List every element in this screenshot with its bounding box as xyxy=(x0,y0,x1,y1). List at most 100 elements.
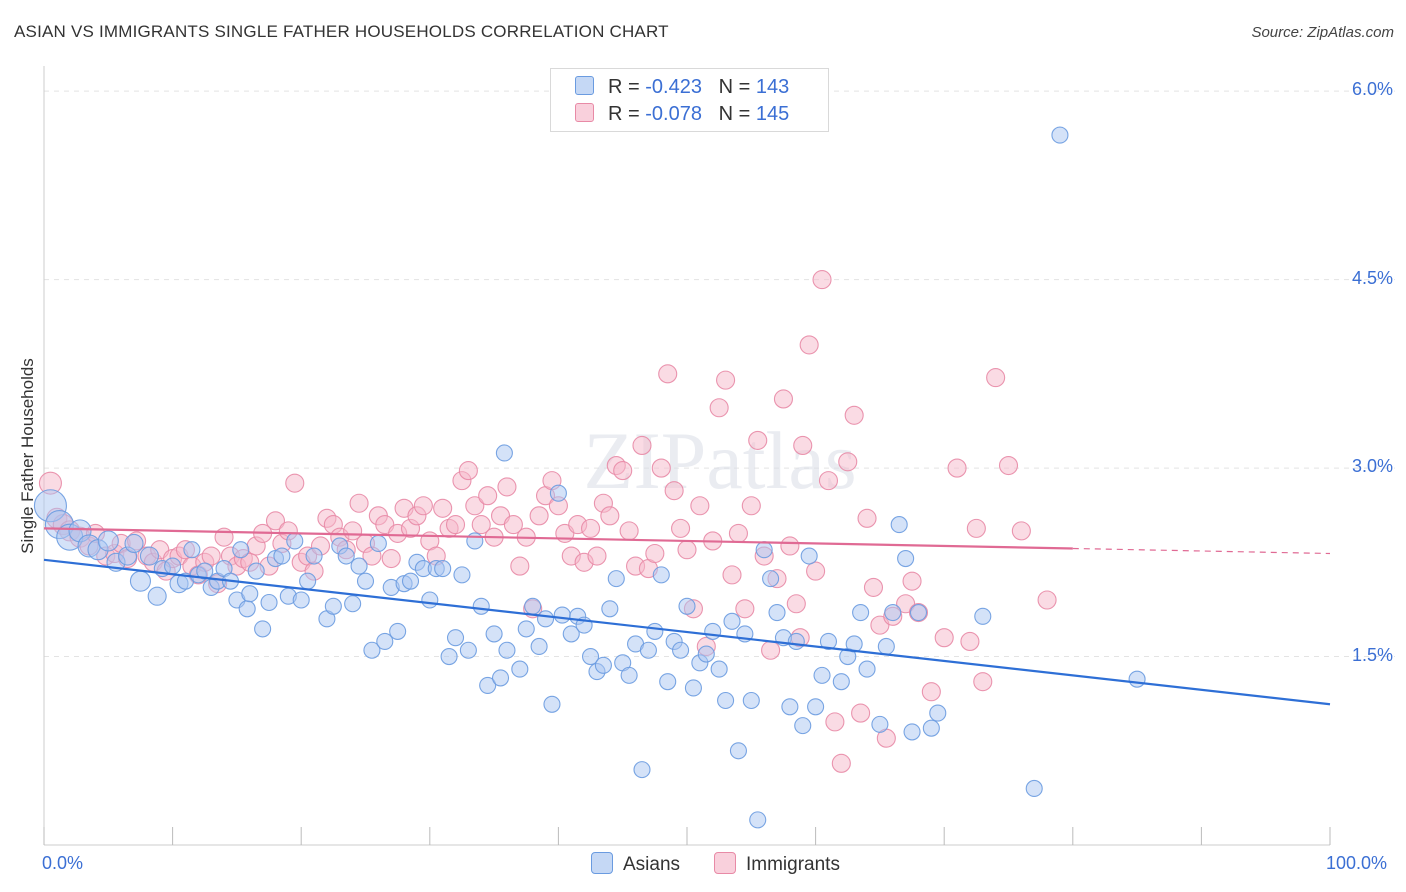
asians-point-39 xyxy=(324,597,342,615)
asians-point-10 xyxy=(129,570,151,592)
asians-point-124 xyxy=(884,604,902,622)
immigrants-point-64 xyxy=(471,515,491,535)
asians-point-67 xyxy=(498,641,516,659)
asians-point-79 xyxy=(581,647,600,666)
immigrants-point-134 xyxy=(947,458,967,478)
asians-point-110 xyxy=(781,698,799,716)
immigrants-point-116 xyxy=(806,561,826,581)
immigrants-legend-label: Immigrants xyxy=(746,854,840,875)
asians-point-41 xyxy=(337,547,355,565)
asians-point-73 xyxy=(543,695,561,713)
immigrants-point-63 xyxy=(465,496,485,516)
immigrants-point-101 xyxy=(709,398,729,418)
immigrants-point-86 xyxy=(613,461,633,481)
asians-point-90 xyxy=(652,566,670,584)
asians-point-59 xyxy=(453,566,471,584)
asians-point-44 xyxy=(356,572,375,590)
asians-point-111 xyxy=(787,632,805,651)
asians-point-94 xyxy=(678,597,696,615)
asians-point-98 xyxy=(704,622,722,640)
asians-trend-line xyxy=(43,558,1331,706)
immigrants-point-96 xyxy=(677,540,697,560)
immigrants-point-114 xyxy=(793,435,813,455)
asians-point-60 xyxy=(459,641,477,659)
asians-legend-label: Asians xyxy=(623,854,681,875)
asians-point-35 xyxy=(292,591,310,609)
immigrants-point-94 xyxy=(664,481,684,501)
immigrants-point-95 xyxy=(671,518,691,538)
asians-point-120 xyxy=(852,604,870,622)
asians-point-101 xyxy=(723,612,741,630)
legend-row-asians: R = -0.423 N = 143 xyxy=(575,76,789,99)
asians-point-99 xyxy=(710,660,728,678)
immigrants-r-value: -0.078 xyxy=(645,103,702,125)
asians-n-value: 143 xyxy=(755,76,790,98)
immigrants-point-124 xyxy=(857,508,877,528)
bottom-legend-asians[interactable]: Asians xyxy=(591,852,680,876)
immigrants-point-117 xyxy=(812,270,832,290)
immigrants-point-107 xyxy=(748,430,768,450)
immigrants-point-115 xyxy=(799,335,819,355)
immigrants-point-135 xyxy=(960,631,980,652)
immigrants-point-55 xyxy=(413,496,433,516)
asians-point-12 xyxy=(147,586,167,606)
asians-point-105 xyxy=(749,811,767,829)
watermark: ZIPatlas xyxy=(583,415,856,506)
asians-point-106 xyxy=(755,541,773,559)
asians-point-36 xyxy=(299,572,317,590)
correlation-legend: R = -0.423 N = 143 R = -0.078 N = 145 xyxy=(550,68,829,132)
immigrants-point-84 xyxy=(600,506,620,526)
bottom-legend-immigrants[interactable]: Immigrants xyxy=(714,852,840,876)
asians-point-123 xyxy=(877,637,895,656)
asians-points xyxy=(33,126,1146,829)
immigrants-point-91 xyxy=(645,543,665,564)
immigrants-point-109 xyxy=(761,640,781,660)
immigrants-point-22 xyxy=(201,546,221,566)
asians-point-65 xyxy=(491,669,510,687)
immigrants-trend-extension xyxy=(1072,547,1331,555)
immigrants-point-133 xyxy=(934,628,954,648)
asians-point-26 xyxy=(238,600,256,618)
immigrants-point-140 xyxy=(1037,590,1057,610)
asians-point-42 xyxy=(344,595,362,613)
axes xyxy=(43,66,1331,846)
asians-point-117 xyxy=(832,673,850,691)
immigrants-point-98 xyxy=(690,496,710,516)
asians-point-125 xyxy=(897,549,915,568)
asians-point-9 xyxy=(124,533,144,554)
immigrants-point-93 xyxy=(658,364,678,384)
immigrants-point-87 xyxy=(619,521,639,541)
immigrants-point-73 xyxy=(529,506,549,526)
immigrants-point-62 xyxy=(458,461,478,481)
asians-point-114 xyxy=(807,698,825,716)
asians-point-81 xyxy=(594,656,612,674)
asians-point-119 xyxy=(845,635,863,653)
asians-point-32 xyxy=(273,547,291,565)
immigrants-point-121 xyxy=(838,452,858,472)
asians-legend-swatch xyxy=(591,852,613,874)
immigrants-point-35 xyxy=(285,473,305,493)
asians-point-115 xyxy=(813,666,831,684)
asians-point-74 xyxy=(549,484,567,502)
asians-point-72 xyxy=(536,610,555,628)
asians-point-34 xyxy=(286,532,304,550)
trend-lines xyxy=(43,527,1331,706)
immigrants-point-32 xyxy=(265,511,286,531)
asians-point-54 xyxy=(421,591,439,609)
legend-row-immigrants: R = -0.078 N = 145 xyxy=(575,103,789,126)
immigrants-point-120 xyxy=(831,753,851,773)
asians-point-70 xyxy=(524,597,542,615)
immigrants-point-111 xyxy=(773,389,794,409)
immigrants-point-138 xyxy=(998,456,1019,476)
asians-point-19 xyxy=(196,562,214,580)
y-tick-label-2: 4.5% xyxy=(1351,267,1393,288)
x-tick-label-max: 100.0% xyxy=(1326,853,1388,873)
immigrants-point-118 xyxy=(818,471,839,491)
asians-point-113 xyxy=(800,547,818,565)
asians-point-69 xyxy=(517,620,535,638)
asians-point-93 xyxy=(672,641,690,659)
asians-r-value: -0.423 xyxy=(645,76,702,98)
immigrants-point-103 xyxy=(722,565,742,585)
asians-point-58 xyxy=(446,629,465,647)
